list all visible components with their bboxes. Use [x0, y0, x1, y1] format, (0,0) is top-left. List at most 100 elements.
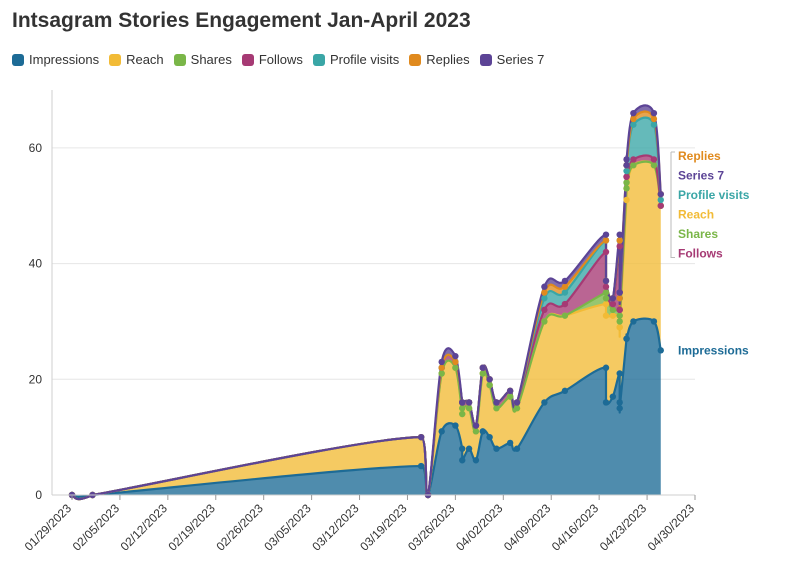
point-shares[interactable] [602, 289, 610, 296]
point-reach[interactable] [609, 312, 617, 319]
point-shares[interactable] [541, 318, 548, 325]
point-follows[interactable] [616, 243, 623, 250]
point-series-7[interactable] [417, 433, 425, 441]
legend-item-replies[interactable]: Replies [409, 52, 470, 67]
point-follows[interactable] [561, 300, 569, 308]
legend-item-profile-visits[interactable]: Profile visits [312, 52, 399, 67]
point-impressions[interactable] [650, 318, 658, 325]
point-series-7[interactable] [561, 277, 569, 285]
point-shares[interactable] [513, 405, 521, 412]
point-impressions[interactable] [493, 445, 500, 452]
point-shares[interactable] [472, 428, 480, 435]
point-series-7[interactable] [657, 190, 664, 198]
point-shares[interactable] [438, 370, 445, 377]
point-impressions[interactable] [630, 318, 637, 325]
point-impressions[interactable] [616, 370, 623, 377]
point-impressions[interactable] [513, 445, 521, 452]
point-series-7[interactable] [616, 289, 623, 296]
point-reach[interactable] [623, 196, 630, 204]
point-replies[interactable] [561, 283, 569, 290]
point-series-7[interactable] [452, 352, 459, 360]
point-shares[interactable] [623, 179, 630, 186]
point-shares[interactable] [493, 405, 500, 412]
point-series-7[interactable] [438, 358, 445, 366]
point-shares[interactable] [602, 295, 610, 302]
point-series-7[interactable] [459, 399, 466, 406]
point-impressions[interactable] [623, 335, 630, 342]
legend-item-shares[interactable]: Shares [173, 52, 232, 67]
point-impressions[interactable] [616, 399, 623, 406]
point-replies[interactable] [452, 358, 459, 366]
point-impressions[interactable] [609, 393, 617, 400]
point-impressions[interactable] [602, 399, 610, 406]
point-series-7[interactable] [602, 231, 610, 238]
point-follows[interactable] [609, 300, 617, 308]
point-impressions[interactable] [452, 422, 459, 429]
point-impressions[interactable] [459, 445, 466, 452]
point-follows[interactable] [657, 202, 664, 209]
point-shares[interactable] [452, 364, 459, 371]
point-reach[interactable] [602, 300, 610, 308]
point-shares[interactable] [465, 405, 473, 412]
point-profile-visits[interactable] [650, 121, 658, 128]
point-shares[interactable] [459, 410, 466, 418]
point-shares[interactable] [479, 370, 486, 377]
legend-item-reach[interactable]: Reach [109, 52, 164, 67]
point-shares[interactable] [616, 312, 623, 319]
point-reach[interactable] [602, 312, 610, 319]
point-series-7[interactable] [506, 387, 514, 395]
point-series-7[interactable] [465, 399, 473, 406]
point-impressions[interactable] [506, 439, 514, 447]
point-profile-visits[interactable] [630, 121, 637, 128]
point-shares[interactable] [609, 306, 617, 314]
point-impressions[interactable] [486, 433, 493, 441]
point-impressions[interactable] [602, 364, 610, 371]
point-impressions[interactable] [657, 347, 664, 354]
point-replies[interactable] [616, 295, 623, 302]
point-series-7[interactable] [513, 399, 521, 406]
point-follows[interactable] [602, 283, 610, 290]
point-profile-visits[interactable] [561, 289, 569, 296]
point-shares[interactable] [561, 312, 569, 319]
legend-item-impressions[interactable]: Impressions [12, 52, 99, 67]
point-shares[interactable] [486, 381, 493, 389]
point-series-7[interactable] [623, 162, 630, 169]
point-series-7[interactable] [623, 156, 630, 163]
point-series-7[interactable] [630, 109, 637, 117]
point-impressions[interactable] [541, 399, 548, 406]
point-impressions[interactable] [616, 405, 623, 412]
point-follows[interactable] [541, 306, 548, 314]
point-profile-visits[interactable] [657, 196, 664, 204]
point-follows[interactable] [650, 156, 658, 163]
point-impressions[interactable] [472, 457, 480, 464]
point-impressions[interactable] [561, 387, 569, 395]
point-impressions[interactable] [465, 445, 473, 452]
point-shares[interactable] [459, 405, 466, 412]
point-series-7[interactable] [493, 399, 500, 406]
point-shares[interactable] [650, 162, 658, 169]
point-replies[interactable] [602, 237, 610, 244]
point-impressions[interactable] [417, 462, 425, 470]
point-series-7[interactable] [486, 376, 493, 383]
point-series-7[interactable] [616, 231, 623, 238]
point-replies[interactable] [630, 115, 637, 123]
point-profile-visits[interactable] [541, 295, 548, 302]
point-reach[interactable] [616, 324, 623, 331]
point-replies[interactable] [650, 115, 658, 123]
point-series-7[interactable] [602, 277, 610, 285]
point-series-7[interactable] [541, 283, 548, 290]
point-series-7[interactable] [650, 109, 658, 117]
point-series-7[interactable] [479, 364, 486, 371]
point-follows[interactable] [616, 306, 623, 314]
point-series-7[interactable] [472, 422, 480, 429]
point-profile-visits[interactable] [623, 167, 630, 175]
point-replies[interactable] [616, 237, 623, 244]
point-follows[interactable] [630, 156, 637, 163]
point-follows[interactable] [623, 173, 630, 180]
point-shares[interactable] [630, 162, 637, 169]
point-shares[interactable] [616, 318, 623, 325]
point-impressions[interactable] [479, 428, 486, 435]
point-impressions[interactable] [438, 428, 445, 435]
point-series-7[interactable] [609, 295, 617, 302]
legend-item-series-7[interactable]: Series 7 [479, 52, 544, 67]
